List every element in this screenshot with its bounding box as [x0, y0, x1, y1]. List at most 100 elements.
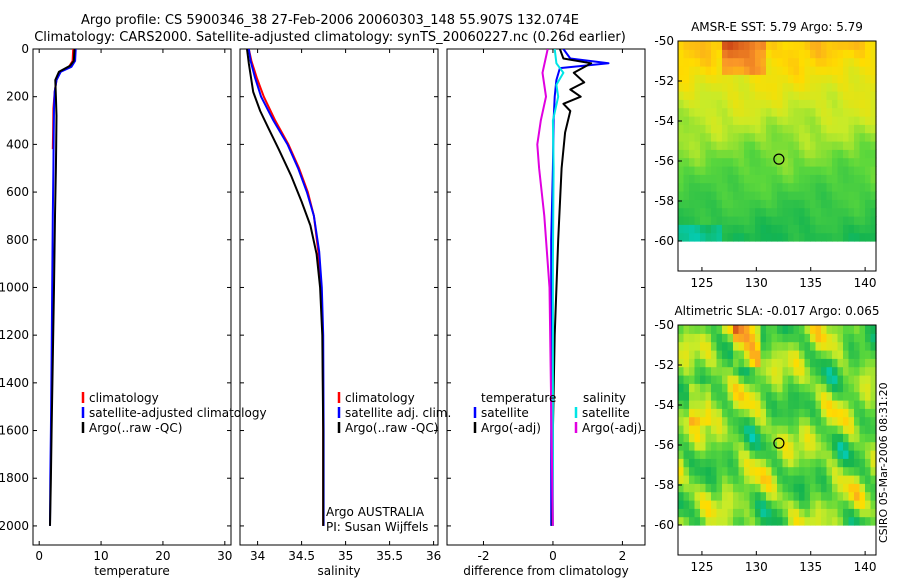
- map-1-cell: [727, 441, 734, 451]
- map-1-cell: [738, 500, 745, 509]
- map-0-cell: [782, 191, 789, 200]
- map-0-cell: [804, 41, 811, 50]
- map-0-cell: [815, 57, 822, 67]
- map-1-cell: [716, 508, 723, 518]
- map-0-cell: [766, 224, 773, 234]
- map-1-cell: [722, 408, 729, 418]
- map-1-xtick-label: 135: [799, 560, 822, 574]
- series-line-salinity-satellite: [551, 49, 565, 526]
- map-1-cell: [738, 391, 745, 401]
- map-1-cell: [689, 475, 696, 484]
- map-1-cell: [711, 466, 718, 476]
- map-0-cell: [799, 66, 806, 75]
- map-0-cell: [700, 41, 707, 50]
- map-0-cell: [799, 191, 806, 200]
- map-0-cell: [843, 191, 850, 200]
- map-1-cell: [804, 375, 811, 384]
- map-0-cell: [689, 174, 696, 184]
- depth-tick-label: 1600: [0, 424, 29, 438]
- map-1-cell: [705, 341, 712, 351]
- map-1-cell: [815, 408, 822, 418]
- map-1-cell: [793, 450, 800, 459]
- map-0-cell: [744, 149, 751, 159]
- map-1-cell: [683, 400, 690, 409]
- map-1-cell: [694, 375, 701, 384]
- map-1-cell: [837, 341, 844, 351]
- panel-0-xtick-label: 0: [35, 549, 43, 563]
- map-1-cell: [799, 333, 806, 343]
- map-0-cell: [810, 116, 817, 125]
- map-1-cell: [766, 366, 773, 376]
- map-1-cell: [832, 375, 839, 384]
- map-0-cell: [821, 224, 828, 234]
- map-1-cell: [859, 350, 866, 359]
- map-1-cell: [832, 475, 839, 484]
- map-0-cell: [821, 174, 828, 184]
- map-1-cell: [711, 350, 718, 359]
- map-1-cell: [854, 425, 861, 434]
- map-1-cell: [722, 375, 729, 384]
- map-1-cell: [766, 375, 773, 384]
- map-0-cell: [848, 49, 855, 59]
- map-1-cell: [799, 416, 806, 426]
- map-1-cell: [826, 350, 833, 359]
- depth-tick-label: 400: [6, 137, 29, 151]
- map-1-cell: [738, 383, 745, 393]
- map-0-cell: [870, 149, 877, 159]
- map-0-cell: [854, 82, 861, 92]
- map-0-cell: [744, 107, 751, 117]
- map-1-cell: [777, 391, 784, 401]
- map-1-cell: [689, 333, 696, 343]
- map-1-cell: [821, 508, 828, 518]
- map-1-cell: [799, 508, 806, 518]
- map-1-cell: [837, 475, 844, 484]
- map-1-cell: [738, 508, 745, 518]
- map-1-cell: [848, 508, 855, 518]
- map-0-cell: [744, 66, 751, 75]
- map-1-cell: [826, 391, 833, 401]
- map-0-cell: [837, 199, 844, 209]
- map-1-cell: [738, 475, 745, 484]
- map-0-cell: [689, 49, 696, 59]
- map-0-cell: [832, 116, 839, 125]
- map-1-cell: [683, 500, 690, 509]
- map-1-cell: [815, 333, 822, 343]
- map-0-cell: [760, 166, 767, 175]
- map-0-cell: [810, 141, 817, 150]
- map-0-cell: [821, 107, 828, 117]
- map-1-cell: [821, 400, 828, 409]
- map-1-cell: [694, 491, 701, 501]
- map-1-cell: [771, 500, 778, 509]
- map-0-cell: [843, 199, 850, 209]
- map-0-cell: [716, 157, 723, 167]
- map-0-cell: [771, 91, 778, 100]
- map-1-cell: [826, 408, 833, 418]
- map-0-cell: [716, 216, 723, 225]
- map-0-cell: [722, 232, 729, 242]
- map-1-cell: [733, 441, 740, 451]
- map-0-cell: [843, 132, 850, 142]
- map-1-cell: [793, 516, 800, 526]
- map-0-cell: [777, 174, 784, 184]
- map-1-cell: [826, 500, 833, 509]
- map-1-cell: [859, 325, 866, 334]
- map-1-cell: [788, 433, 795, 443]
- map-1-cell: [700, 325, 707, 334]
- map-1-cell: [799, 500, 806, 509]
- map-0-cell: [848, 216, 855, 225]
- panel-0-series-group: [49, 49, 77, 526]
- map-0-cell: [804, 174, 811, 184]
- map-1-cell: [744, 375, 751, 384]
- map-0-cell: [716, 66, 723, 75]
- map-0-cell: [832, 66, 839, 75]
- map-1-cell: [782, 358, 789, 368]
- map-0-cell: [678, 182, 685, 192]
- map-0-cell: [744, 74, 751, 84]
- map-0-cell: [832, 57, 839, 67]
- map-0-cell: [810, 66, 817, 75]
- map-0-cell: [799, 224, 806, 234]
- map-0-cell: [694, 224, 701, 234]
- map-1-cell: [755, 383, 762, 393]
- series-line-argo-raw-qc-: [49, 49, 76, 526]
- map-0-cell: [716, 41, 723, 50]
